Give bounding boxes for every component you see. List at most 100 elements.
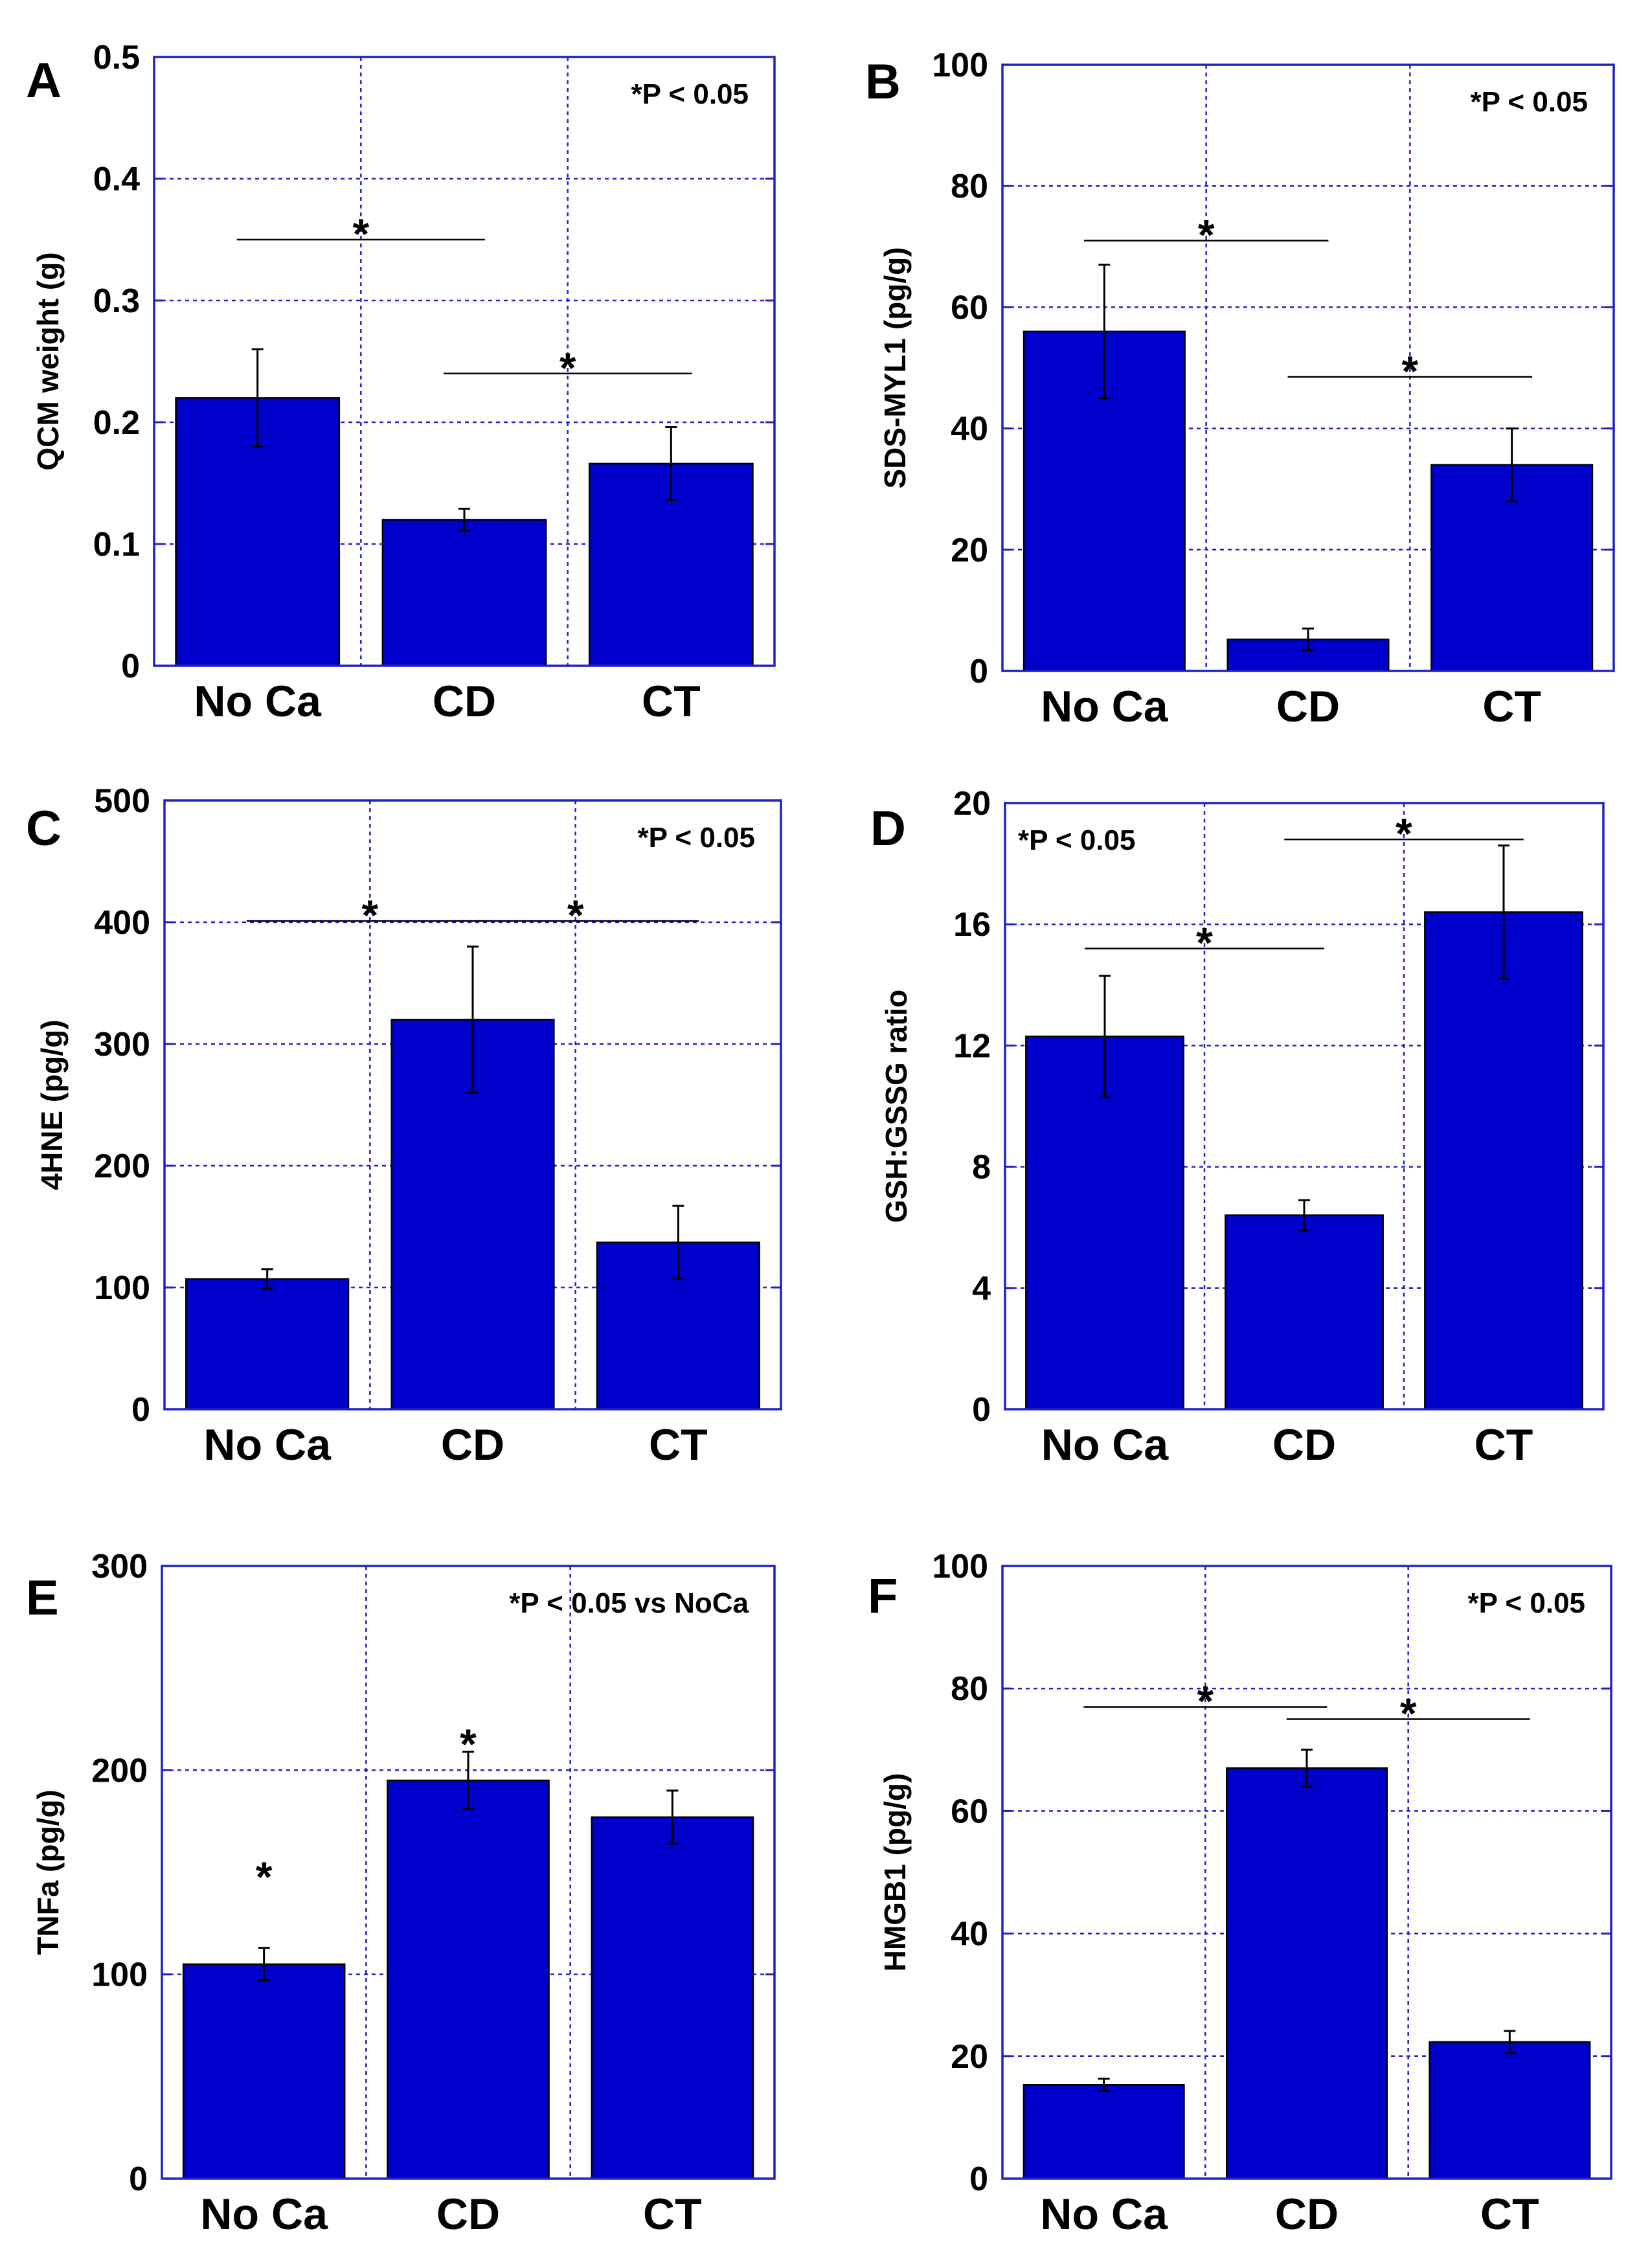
x-category-label: No Ca — [203, 1420, 332, 1469]
x-category-label: No Ca — [194, 677, 322, 726]
y-tick-label: 200 — [94, 1148, 150, 1185]
panel-D: 0 4 8 12 16 20 No Ca CD CT GSH:GSSG ratio D *P < 0.… — [870, 785, 1605, 1469]
plot-frame — [161, 1565, 776, 2180]
panel-F: 0 20 40 60 80 100 No Ca CD CT HMGB1 (pg/g) F *P < 0… — [868, 1548, 1612, 2239]
significance-star: * — [1396, 810, 1412, 857]
significance-star: * — [567, 891, 584, 939]
x-category-label: CD — [433, 677, 496, 726]
plot-frame — [1001, 63, 1615, 672]
y-tick-label: 40 — [951, 411, 988, 448]
bar-no-ca — [1023, 2084, 1185, 2180]
y-tick-label: 16 — [953, 906, 991, 944]
significance-note: *P < 0.05 — [1018, 824, 1135, 856]
y-tick-label: 60 — [951, 289, 988, 326]
panel-letter: E — [26, 1571, 59, 1626]
bar-cd — [1225, 1214, 1384, 1411]
y-tick-label: 0 — [121, 648, 140, 685]
significance-star: * — [1400, 1690, 1417, 1738]
bar-cd — [387, 1779, 550, 2180]
y-tick-label: 0 — [969, 2160, 988, 2198]
y-tick-label: 20 — [951, 532, 988, 569]
y-tick-label: 0.1 — [93, 526, 140, 563]
y-tick-label: 60 — [951, 1793, 988, 1830]
significance-star: * — [256, 1853, 273, 1901]
plot-frame — [153, 56, 776, 667]
panel-E: 0 100 200 300 No Ca CD CT TNFa (pg/g) E *P < 0.05… — [26, 1548, 776, 2239]
y-axis-title: GSH:GSSG ratio — [879, 990, 913, 1223]
y-axis-title: HMGB1 (pg/g) — [878, 1773, 912, 1972]
x-category-label: No Ca — [1040, 2190, 1168, 2239]
significance-note: *P < 0.05 — [631, 78, 749, 110]
plot-frame — [1004, 802, 1605, 1411]
plot-frame — [1001, 1565, 1612, 2180]
bar-no-ca — [1025, 1036, 1184, 1411]
y-tick-label: 8 — [972, 1149, 991, 1186]
y-tick-label: 0 — [972, 1391, 991, 1429]
panel-letter: B — [865, 54, 901, 109]
x-category-label: CT — [642, 677, 701, 726]
bar-no-ca — [185, 1278, 350, 1411]
y-tick-label: 12 — [953, 1027, 991, 1065]
x-category-label: CT — [1482, 682, 1541, 731]
plot-frame — [163, 799, 782, 1411]
panel-B: 0 20 40 60 80 100 No Ca CD CT SDS-MYL1 (pg/g) B *P … — [865, 47, 1615, 731]
y-tick-label: 0 — [131, 1391, 150, 1429]
bar-cd — [1225, 1767, 1388, 2180]
y-tick-label: 0 — [129, 2160, 148, 2198]
y-axis-title: 4HNE (pg/g) — [35, 1019, 69, 1190]
significance-note: *P < 0.05 — [638, 822, 755, 854]
panel-C: 0 100 200 300 400 500 No Ca CD CT 4HNE (pg/g) C *P … — [26, 782, 782, 1469]
significance-star: * — [460, 1720, 477, 1768]
y-tick-label: 20 — [953, 785, 991, 822]
panel-letter: F — [868, 1569, 898, 1624]
significance-star: * — [559, 344, 576, 392]
x-category-label: CT — [649, 1420, 708, 1469]
y-tick-label: 0.3 — [93, 282, 140, 320]
x-category-label: No Ca — [200, 2190, 328, 2239]
significance-note: *P < 0.05 vs NoCa — [509, 1587, 749, 1619]
y-tick-label: 500 — [94, 782, 150, 820]
x-category-label: CD — [1276, 682, 1340, 731]
significance-star: * — [1196, 919, 1213, 967]
y-tick-label: 200 — [91, 1752, 148, 1789]
significance-note: *P < 0.05 — [1471, 86, 1588, 118]
bar-cd — [381, 519, 547, 667]
y-tick-label: 0.4 — [93, 161, 140, 198]
significance-star: * — [1198, 210, 1215, 258]
y-tick-label: 4 — [972, 1270, 991, 1308]
x-category-label: CD — [1275, 2190, 1339, 2239]
significance-star: * — [1197, 1677, 1214, 1725]
significance-note: *P < 0.05 — [1468, 1587, 1585, 1619]
bar-no-ca — [182, 1963, 346, 2180]
bar-ct — [1424, 911, 1583, 1411]
y-tick-label: 80 — [951, 168, 988, 205]
x-category-label: No Ca — [1041, 682, 1169, 731]
y-tick-label: 100 — [91, 1956, 148, 1994]
panel-letter: C — [26, 801, 62, 856]
significance-star: * — [1401, 347, 1418, 395]
bar-ct — [1429, 2041, 1591, 2180]
y-tick-label: 100 — [94, 1269, 150, 1307]
x-category-label: No Ca — [1041, 1420, 1170, 1469]
y-tick-label: 0.2 — [93, 404, 140, 442]
x-category-label: CT — [1480, 2190, 1539, 2239]
y-tick-label: 400 — [94, 904, 150, 942]
y-tick-label: 40 — [951, 1916, 988, 1953]
significance-star: * — [352, 210, 369, 258]
bar-ct — [591, 1816, 754, 2180]
y-tick-label: 300 — [94, 1026, 150, 1063]
y-axis-title: SDS-MYL1 (pg/g) — [878, 247, 912, 488]
y-axis-title: QCM weight (g) — [31, 252, 65, 470]
y-tick-label: 100 — [932, 47, 988, 84]
y-axis-title: TNFa (pg/g) — [31, 1789, 65, 1955]
panel-letter: A — [26, 53, 62, 108]
significance-star: * — [361, 891, 378, 939]
x-category-label: CT — [643, 2190, 702, 2239]
panel-A: 0 0.1 0.2 0.3 0.4 0.5 No Ca CD CT QCM weight (g) A… — [26, 39, 776, 726]
x-category-label: CD — [441, 1420, 504, 1469]
y-tick-label: 300 — [91, 1548, 148, 1585]
x-category-label: CD — [436, 2190, 500, 2239]
x-category-label: CD — [1272, 1420, 1336, 1469]
x-category-label: CT — [1475, 1420, 1533, 1469]
